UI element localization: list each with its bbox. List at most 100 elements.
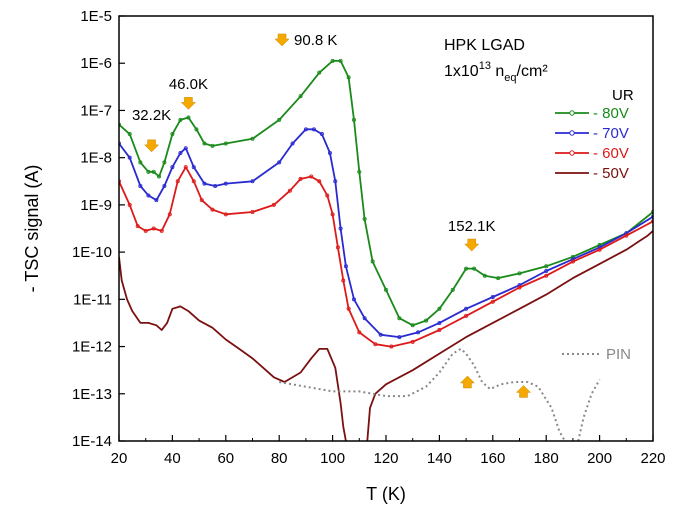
data-point bbox=[127, 132, 132, 137]
series-line-0 bbox=[119, 60, 653, 327]
data-point bbox=[624, 233, 629, 238]
data-point bbox=[151, 226, 156, 231]
peak-arrow-icon bbox=[274, 33, 290, 47]
x-tick-label: 200 bbox=[587, 450, 612, 467]
x-tick-label: 100 bbox=[320, 450, 345, 467]
data-point bbox=[450, 287, 455, 292]
peak-label: 90.8 K bbox=[294, 32, 337, 49]
data-point bbox=[397, 335, 402, 340]
data-point bbox=[154, 198, 159, 203]
data-point bbox=[319, 132, 324, 137]
pin-arrow-icon bbox=[459, 375, 476, 389]
legend-label-pin: PIN bbox=[606, 346, 631, 363]
data-point bbox=[346, 306, 351, 311]
data-point bbox=[138, 183, 143, 188]
data-point bbox=[346, 75, 351, 80]
data-point bbox=[357, 169, 362, 174]
data-point bbox=[298, 176, 303, 181]
y-tick-label: 1E-7 bbox=[80, 102, 112, 119]
data-point bbox=[341, 278, 346, 283]
data-point bbox=[410, 323, 415, 328]
fluence-base: 1x10 bbox=[444, 63, 479, 80]
data-point bbox=[157, 174, 162, 179]
series-line-2 bbox=[119, 166, 653, 348]
legend-label: - 70V bbox=[593, 125, 629, 142]
x-tick-label: 220 bbox=[640, 450, 665, 467]
data-point bbox=[383, 287, 388, 292]
fluence-sup: 13 bbox=[479, 60, 491, 72]
data-point bbox=[298, 94, 303, 99]
data-point bbox=[271, 202, 276, 207]
y-tick-label: 1E-13 bbox=[72, 386, 112, 403]
data-point bbox=[250, 179, 255, 184]
data-point bbox=[333, 179, 338, 184]
data-point bbox=[317, 179, 322, 184]
peak-label: 152.1K bbox=[448, 218, 496, 235]
legend-label: - 80V bbox=[593, 105, 629, 122]
fluence-sub: eq bbox=[504, 72, 516, 84]
x-tick-label: 160 bbox=[480, 450, 505, 467]
fluence-label: 1x1013 neq/cm² bbox=[444, 60, 548, 84]
data-point bbox=[317, 70, 322, 75]
data-point bbox=[127, 155, 132, 160]
data-point bbox=[410, 339, 415, 344]
data-point bbox=[496, 276, 501, 281]
x-tick-label: 40 bbox=[164, 450, 181, 467]
legend-marker bbox=[569, 130, 575, 136]
data-point bbox=[335, 245, 340, 250]
data-point bbox=[351, 117, 356, 122]
y-tick-label: 1E-14 bbox=[72, 433, 112, 450]
data-point bbox=[311, 127, 316, 132]
data-point bbox=[178, 150, 183, 155]
data-point bbox=[138, 160, 143, 165]
series-line-4 bbox=[366, 230, 653, 441]
x-tick-label: 140 bbox=[427, 450, 452, 467]
peak-label: 46.0K bbox=[169, 76, 208, 93]
y-tick-label: 1E-6 bbox=[80, 55, 112, 72]
y-tick-label: 1E-9 bbox=[80, 197, 112, 214]
data-point bbox=[517, 271, 522, 276]
y-tick-label: 1E-10 bbox=[72, 244, 112, 261]
y-tick-label: 1E-5 bbox=[80, 8, 112, 25]
fluence-mid: n bbox=[491, 63, 504, 80]
peak-label: 32.2K bbox=[132, 107, 171, 124]
data-point bbox=[290, 141, 295, 146]
x-tick-label: 20 bbox=[111, 450, 128, 467]
y-tick-label: 1E-11 bbox=[73, 291, 112, 308]
data-point bbox=[357, 330, 362, 335]
legend-label: - 50V bbox=[593, 165, 629, 182]
data-point bbox=[186, 115, 191, 120]
peak-arrow-icon bbox=[143, 139, 160, 153]
x-tick-label: 60 bbox=[217, 450, 234, 467]
data-point bbox=[210, 207, 215, 212]
data-point bbox=[178, 117, 183, 122]
data-point bbox=[191, 165, 196, 170]
data-point bbox=[490, 294, 495, 299]
data-point bbox=[183, 146, 188, 151]
data-point bbox=[135, 224, 140, 229]
data-point bbox=[309, 174, 314, 179]
data-point bbox=[570, 259, 575, 264]
data-point bbox=[287, 188, 292, 193]
data-point bbox=[325, 193, 330, 198]
data-point bbox=[362, 316, 367, 321]
data-point bbox=[127, 202, 132, 207]
data-point bbox=[327, 150, 332, 155]
data-point bbox=[162, 160, 167, 165]
data-point bbox=[651, 219, 653, 224]
fluence-tail: /cm² bbox=[517, 63, 549, 80]
data-point bbox=[162, 183, 167, 188]
data-point bbox=[373, 342, 378, 347]
data-point bbox=[194, 127, 199, 132]
series-line-3 bbox=[119, 256, 347, 441]
legend: - 80V - 70V - 60V - 50V PIN bbox=[555, 105, 631, 363]
y-axis-label: - TSC signal (A) bbox=[22, 165, 42, 293]
data-point bbox=[146, 169, 151, 174]
data-point bbox=[437, 320, 442, 325]
legend-marker bbox=[569, 110, 575, 116]
data-point bbox=[651, 209, 653, 214]
plot-content bbox=[119, 58, 653, 441]
pin-arrow-icon bbox=[515, 385, 532, 398]
axes: 20 40 60 80 100 120 140 160 180 200 220 1E-5 1E-6 1E-… bbox=[72, 8, 666, 467]
data-point bbox=[191, 179, 196, 184]
